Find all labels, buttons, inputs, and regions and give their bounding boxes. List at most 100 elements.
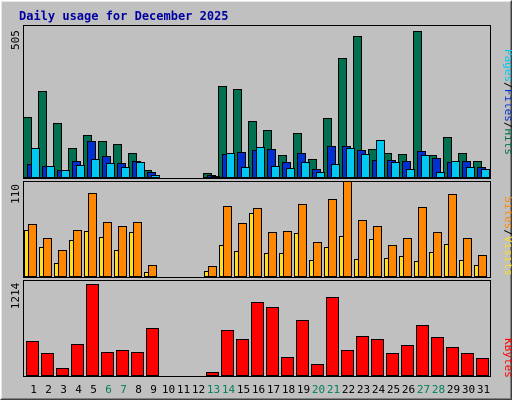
chart-title: Daily usage for December 2025 xyxy=(19,9,229,23)
pages-bar-day-24 xyxy=(376,140,385,178)
sites-bar-day-8 xyxy=(133,222,142,277)
pages-bar-day-15 xyxy=(241,167,250,178)
day-labels: 1 2 3 4 5 6 7 8 9 10 11 12 13 14 15 16 17 18 19 20 21 22 23 24 2… xyxy=(30,383,490,396)
kbytes-bar-day-18 xyxy=(281,357,294,376)
sites-bar-day-23 xyxy=(358,220,367,277)
pages-bar-day-29 xyxy=(451,161,460,178)
sites-bar-day-6 xyxy=(103,222,112,277)
kbytes-bar-day-1 xyxy=(26,341,39,376)
day-label-31: 31 xyxy=(477,383,490,396)
pages-bar-day-30 xyxy=(466,167,475,178)
day-label-17: 17 xyxy=(267,383,280,396)
sites-bar-day-30 xyxy=(463,238,472,277)
pages-bar-day-17 xyxy=(271,166,280,178)
day-label-16: 16 xyxy=(252,383,265,396)
kbytes-bar-day-17 xyxy=(266,307,279,376)
sites-bar-day-15 xyxy=(238,223,247,277)
day-label-1: 1 xyxy=(30,383,37,396)
sites-bar-day-22 xyxy=(343,181,352,277)
day-label-25: 25 xyxy=(387,383,400,396)
sites-bar-day-18 xyxy=(283,231,292,277)
day-label-30: 30 xyxy=(462,383,475,396)
sites-bar-day-7 xyxy=(118,226,127,277)
hits-legend: Pages/Files/Hits xyxy=(502,49,512,155)
sites-bar-day-13 xyxy=(208,266,217,277)
legend-sep-3: / xyxy=(502,229,512,236)
pages-bar-day-16 xyxy=(256,147,265,178)
day-label-12: 12 xyxy=(192,383,205,396)
sites-bar-day-27 xyxy=(418,207,427,277)
legend-visits: Visits xyxy=(502,236,512,276)
kbytes-bar-day-26 xyxy=(401,345,414,376)
day-label-22: 22 xyxy=(342,383,355,396)
pages-bar-day-3 xyxy=(61,170,70,178)
pages-bar-day-5 xyxy=(91,159,100,178)
day-label-28: 28 xyxy=(432,383,445,396)
legend-hits: Hits xyxy=(502,129,512,156)
kbytes-bar-day-25 xyxy=(386,353,399,376)
day-label-27: 27 xyxy=(417,383,430,396)
day-label-3: 3 xyxy=(60,383,67,396)
day-label-20: 20 xyxy=(312,383,325,396)
kbytes-bar-day-8 xyxy=(131,352,144,376)
kbytes-max-label: 1214 xyxy=(9,282,22,309)
pages-bar-day-18 xyxy=(286,168,295,178)
pages-bar-day-8 xyxy=(136,162,145,178)
pages-bar-day-7 xyxy=(121,167,130,178)
day-label-29: 29 xyxy=(447,383,460,396)
day-label-15: 15 xyxy=(237,383,250,396)
kbytes-bar-day-7 xyxy=(116,350,129,376)
sites-bar-day-16 xyxy=(253,208,262,277)
pages-bar-day-4 xyxy=(76,165,85,178)
day-label-10: 10 xyxy=(162,383,175,396)
legend-pages: Pages xyxy=(502,49,512,82)
day-label-6: 6 xyxy=(105,383,112,396)
sites-bar-day-25 xyxy=(388,245,397,277)
pages-bar-day-26 xyxy=(406,169,415,178)
sites-bar-day-17 xyxy=(268,232,277,277)
sites-bar-day-1 xyxy=(28,224,37,277)
pages-bar-day-31 xyxy=(481,169,490,178)
day-label-7: 7 xyxy=(120,383,127,396)
pages-bar-day-2 xyxy=(46,166,55,178)
sites-bar-day-29 xyxy=(448,194,457,277)
kbytes-bar-day-28 xyxy=(431,337,444,376)
pages-bar-day-28 xyxy=(436,172,445,178)
pages-bar-day-27 xyxy=(421,155,430,178)
kbytes-bar-day-30 xyxy=(461,353,474,376)
day-label-21: 21 xyxy=(327,383,340,396)
sites-bar-day-31 xyxy=(478,255,487,277)
sites-bar-day-4 xyxy=(73,230,82,277)
legend-sep-2: / xyxy=(502,122,512,129)
legend-sites: Sites xyxy=(502,196,512,229)
sites-bar-day-26 xyxy=(403,238,412,277)
day-label-18: 18 xyxy=(282,383,295,396)
day-label-23: 23 xyxy=(357,383,370,396)
day-label-2: 2 xyxy=(45,383,52,396)
visits-max-label: 110 xyxy=(9,184,22,204)
kbytes-bar-day-23 xyxy=(356,336,369,376)
sites-bar-day-2 xyxy=(43,238,52,277)
kbytes-bar-day-14 xyxy=(221,330,234,376)
kbytes-bar-day-5 xyxy=(86,284,99,376)
kbytes-bar-day-19 xyxy=(296,320,309,376)
sites-bar-day-3 xyxy=(58,250,67,277)
kbytes-bar-day-24 xyxy=(371,339,384,376)
kbytes-bar-day-3 xyxy=(56,368,69,376)
kbytes-bar-day-29 xyxy=(446,347,459,376)
day-label-26: 26 xyxy=(402,383,415,396)
bar-marks xyxy=(23,31,490,376)
day-label-24: 24 xyxy=(372,383,386,396)
sites-bar-day-9 xyxy=(148,265,157,277)
day-label-11: 11 xyxy=(177,383,190,396)
day-label-5: 5 xyxy=(90,383,97,396)
day-label-4: 4 xyxy=(75,383,82,396)
day-label-14: 14 xyxy=(222,383,236,396)
kbytes-bar-day-27 xyxy=(416,325,429,376)
pages-bar-day-9 xyxy=(151,175,160,178)
pages-bar-day-22 xyxy=(346,148,355,178)
day-label-19: 19 xyxy=(297,383,310,396)
kbytes-bar-day-15 xyxy=(236,339,249,376)
